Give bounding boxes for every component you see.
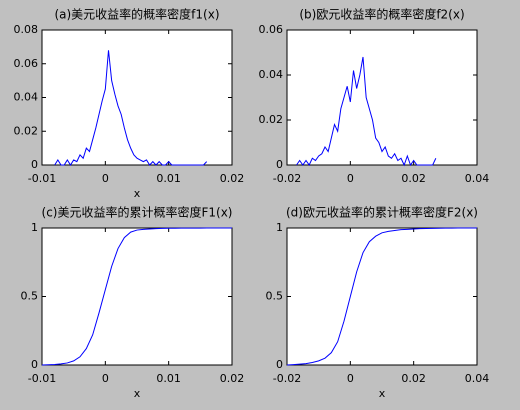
subplot-title: (b)欧元收益率的概率密度f2(x) [299, 7, 464, 22]
x-tick-label: 0 [102, 372, 109, 385]
axes-background [286, 227, 478, 366]
y-tick-label: 0.5 [266, 290, 284, 303]
y-tick-label: 0.02 [14, 124, 39, 137]
y-tick-label: 0.04 [259, 68, 284, 81]
x-tick-label: 0.01 [156, 372, 181, 385]
data-line [41, 227, 232, 366]
axes-background [41, 29, 233, 166]
subplot-title: (d)欧元收益率的累计概率密度F2(x) [286, 205, 478, 220]
axes-background [286, 29, 478, 166]
y-tick-label: 0.08 [14, 23, 39, 36]
x-axis-label: x [134, 387, 141, 400]
x-tick-label: -0.01 [28, 372, 56, 385]
x-tick-label: 0.01 [156, 172, 181, 185]
x-tick-label: 0.02 [220, 172, 245, 185]
x-tick-label: 0 [347, 172, 354, 185]
y-tick-label: 0 [276, 358, 283, 371]
x-tick-label: 0 [347, 372, 354, 385]
y-tick-label: 1 [276, 221, 283, 234]
axes-background [41, 227, 233, 366]
y-tick-label: 0.06 [259, 23, 284, 36]
y-tick-label: 0 [276, 158, 283, 171]
x-tick-label: 0 [102, 172, 109, 185]
x-tick-label: 0.04 [465, 172, 490, 185]
y-tick-label: 0 [31, 158, 38, 171]
data-line [296, 56, 437, 167]
subplot-title: (c)美元收益率的累计概率密度F1(x) [42, 205, 233, 220]
y-tick-label: 0.02 [259, 113, 284, 126]
x-tick-label: 0.02 [401, 172, 426, 185]
y-tick-label: 0.5 [21, 290, 39, 303]
x-tick-label: 0.02 [220, 372, 245, 385]
x-tick-label: -0.01 [28, 172, 56, 185]
x-tick-label: -0.02 [273, 372, 301, 385]
x-axis-label: x [379, 387, 386, 400]
x-tick-label: 0.04 [465, 372, 490, 385]
x-tick-label: -0.02 [273, 172, 301, 185]
y-tick-label: 0.06 [14, 57, 39, 70]
x-axis-label: x [134, 187, 141, 200]
subplot-title: (a)美元收益率的概率密度f1(x) [54, 7, 219, 22]
x-tick-label: 0.02 [401, 372, 426, 385]
data-line [286, 227, 477, 366]
y-tick-label: 0.04 [14, 91, 39, 104]
data-line [54, 50, 208, 166]
y-tick-label: 1 [31, 221, 38, 234]
y-tick-label: 0 [31, 358, 38, 371]
